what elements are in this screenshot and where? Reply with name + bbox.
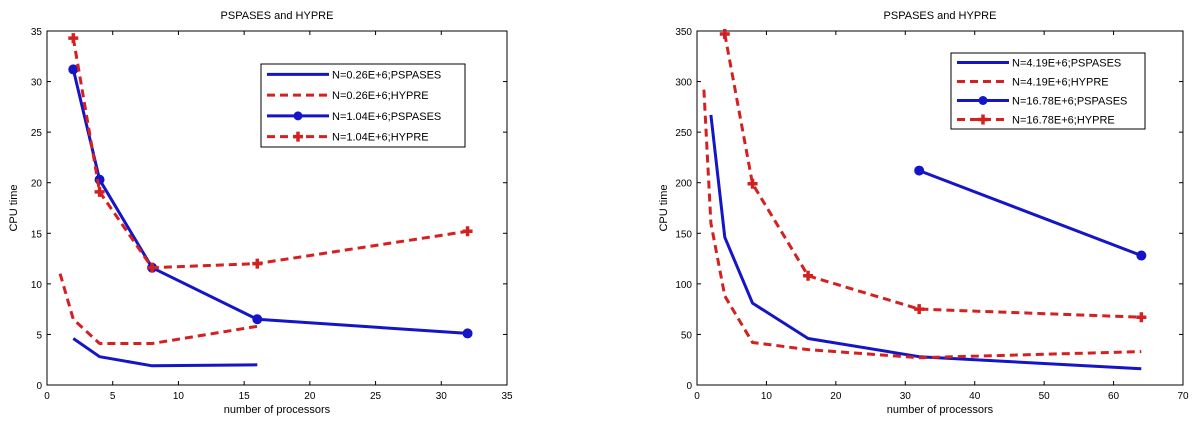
y-tick-label: 300 [675, 78, 692, 89]
data-point-circle [68, 64, 79, 75]
y-tick-label: 25 [31, 128, 43, 139]
y-tick-label: 150 [675, 229, 692, 240]
y-tick-label: 50 [681, 330, 693, 341]
data-point-plus [147, 262, 158, 273]
x-tick-label: 60 [1108, 391, 1120, 402]
y-tick-label: 0 [36, 381, 42, 392]
x-tick-label: 30 [436, 391, 448, 402]
legend-label: N=0.26E+6;PSPASES [332, 69, 441, 81]
legend-label: N=1.04E+6;HYPRE [332, 132, 429, 144]
y-tick-label: 200 [675, 179, 692, 190]
data-point-plus [914, 304, 925, 315]
legend-label: N=1.04E+6;PSPASES [332, 111, 441, 123]
data-point-circle [252, 314, 263, 325]
series-line [58, 273, 258, 345]
x-tick-label: 5 [110, 391, 116, 402]
x-tick-label: 0 [44, 391, 50, 402]
data-point-plus [94, 186, 105, 197]
y-tick-label: 100 [675, 280, 692, 291]
legend-marker-circle [293, 111, 303, 121]
y-axis-label: CPU time [658, 184, 670, 231]
y-tick-label: 35 [31, 27, 43, 38]
legend-label: N=16.78E+6;HYPRE [1012, 115, 1115, 127]
legend-label: N=16.78E+6;PSPASES [1012, 96, 1127, 108]
y-tick-label: 20 [31, 179, 43, 190]
x-axis-label: number of processors [224, 404, 331, 416]
data-point-circle [1136, 250, 1147, 261]
x-tick-label: 30 [900, 391, 912, 402]
x-tick-label: 0 [694, 391, 700, 402]
series-1 [72, 337, 258, 368]
legend: N=0.26E+6;PSPASES N=0.26E+6;HYPRE N=1.04E+… [260, 63, 466, 148]
x-tick-label: 25 [370, 391, 382, 402]
series-2 [702, 89, 1142, 360]
legend-label: N=0.26E+6;HYPRE [332, 90, 429, 102]
data-point-circle [914, 165, 925, 176]
series-line [72, 337, 258, 368]
data-point-plus [803, 270, 814, 281]
legend-marker-plus [293, 131, 303, 142]
x-axis-label: number of processors [887, 404, 994, 416]
chart-1: PSPASES and HYPRE 0 5 10 15 20 25 30 35 0 5 10 15 20 2… [8, 10, 513, 416]
legend-label: N=4.19E+6;HYPRE [1012, 77, 1109, 89]
series-line [723, 33, 1142, 319]
data-point-plus [462, 226, 473, 237]
chart-title: PSPASES and HYPRE [884, 10, 997, 22]
data-point-plus [1136, 312, 1147, 323]
data-point-plus [719, 29, 730, 40]
legend-marker-circle [978, 96, 988, 105]
series-1 [709, 114, 1142, 371]
data-point-circle [462, 328, 473, 339]
x-tick-label: 15 [239, 391, 251, 402]
y-tick-label: 350 [675, 27, 692, 38]
x-tick-label: 70 [1177, 391, 1189, 402]
chart-2: PSPASES and HYPRE 0 10 20 30 40 50 60 70 0 50 100 15… [658, 10, 1189, 416]
y-tick-label: 250 [675, 128, 692, 139]
data-point-plus [252, 258, 263, 269]
y-tick-label: 5 [36, 330, 42, 341]
data-point-plus [747, 178, 758, 189]
chart-title: PSPASES and HYPRE [221, 10, 334, 22]
series-2 [58, 273, 258, 345]
series-4 [719, 29, 1147, 323]
x-tick-label: 10 [761, 391, 773, 402]
legend-label: N=4.19E+6;PSPASES [1012, 58, 1121, 70]
y-tick-label: 15 [31, 229, 43, 240]
series-4 [68, 33, 473, 273]
series-line [702, 89, 1142, 360]
x-tick-label: 40 [969, 391, 981, 402]
legend: N=4.19E+6;PSPASES N=4.19E+6;HYPRE N=16.78E… [950, 52, 1146, 130]
y-axis-label: CPU time [8, 184, 20, 231]
data-point-plus [68, 33, 79, 44]
series-line [709, 114, 1142, 371]
x-tick-label: 20 [304, 391, 316, 402]
x-tick-label: 10 [173, 391, 185, 402]
legend-box [260, 63, 466, 148]
y-tick-label: 30 [31, 78, 43, 89]
y-tick-label: 0 [686, 381, 692, 392]
y-tick-label: 10 [31, 280, 43, 291]
series-3 [914, 165, 1147, 261]
x-tick-label: 20 [830, 391, 842, 402]
x-tick-label: 50 [1039, 391, 1051, 402]
series-line [918, 169, 1142, 257]
x-tick-label: 35 [501, 391, 513, 402]
legend-marker-plus [978, 114, 988, 125]
